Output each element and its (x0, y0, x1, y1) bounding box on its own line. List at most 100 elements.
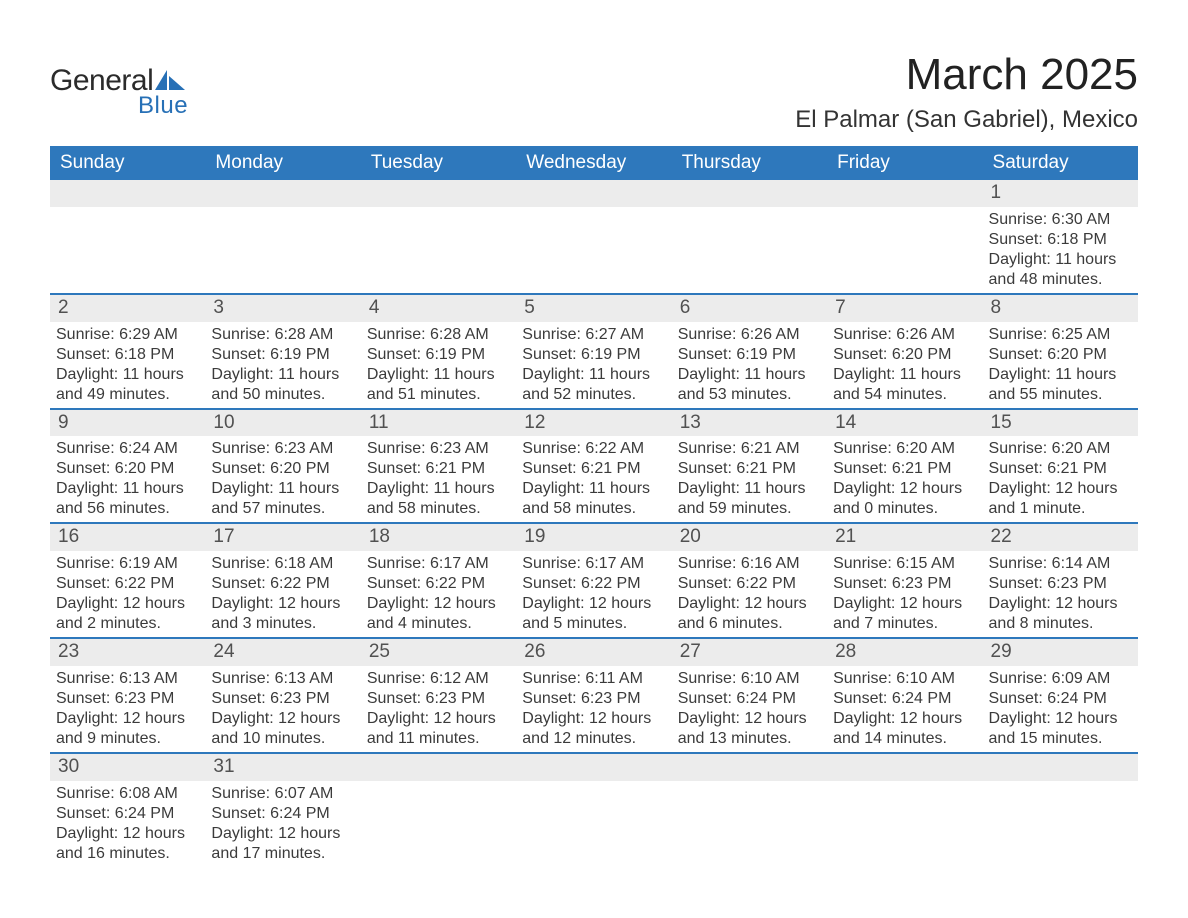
weekday-header: Wednesday (516, 146, 671, 180)
calendar-cell (516, 180, 671, 294)
sunset-text: Sunset: 6:23 PM (833, 574, 974, 594)
day-details: Sunrise: 6:25 AMSunset: 6:20 PMDaylight:… (983, 322, 1138, 408)
daylight-text: Daylight: 12 hours and 9 minutes. (56, 709, 197, 749)
daylight-text: Daylight: 11 hours and 51 minutes. (367, 365, 508, 405)
day-number (50, 180, 205, 207)
sunrise-text: Sunrise: 6:28 AM (211, 325, 352, 345)
page-root: General Blue March 2025 El Palmar (San G… (0, 0, 1188, 907)
sunrise-text: Sunrise: 6:27 AM (522, 325, 663, 345)
sunrise-text: Sunrise: 6:26 AM (678, 325, 819, 345)
sunrise-text: Sunrise: 6:24 AM (56, 439, 197, 459)
day-details: Sunrise: 6:26 AMSunset: 6:20 PMDaylight:… (827, 322, 982, 408)
day-details: Sunrise: 6:26 AMSunset: 6:19 PMDaylight:… (672, 322, 827, 408)
calendar-cell: 10Sunrise: 6:23 AMSunset: 6:20 PMDayligh… (205, 409, 360, 524)
day-number (361, 180, 516, 207)
calendar-cell (827, 753, 982, 867)
sunrise-text: Sunrise: 6:29 AM (56, 325, 197, 345)
calendar-cell: 24Sunrise: 6:13 AMSunset: 6:23 PMDayligh… (205, 638, 360, 753)
sunset-text: Sunset: 6:24 PM (833, 689, 974, 709)
calendar-cell: 16Sunrise: 6:19 AMSunset: 6:22 PMDayligh… (50, 523, 205, 638)
day-details: Sunrise: 6:10 AMSunset: 6:24 PMDaylight:… (827, 666, 982, 752)
calendar-cell: 19Sunrise: 6:17 AMSunset: 6:22 PMDayligh… (516, 523, 671, 638)
calendar-cell: 20Sunrise: 6:16 AMSunset: 6:22 PMDayligh… (672, 523, 827, 638)
sunrise-text: Sunrise: 6:30 AM (989, 210, 1130, 230)
sunrise-text: Sunrise: 6:23 AM (211, 439, 352, 459)
logo-text-blue: Blue (138, 92, 188, 120)
day-number: 27 (672, 639, 827, 666)
sunrise-text: Sunrise: 6:28 AM (367, 325, 508, 345)
calendar-cell: 12Sunrise: 6:22 AMSunset: 6:21 PMDayligh… (516, 409, 671, 524)
day-details: Sunrise: 6:15 AMSunset: 6:23 PMDaylight:… (827, 551, 982, 637)
daylight-text: Daylight: 12 hours and 14 minutes. (833, 709, 974, 749)
sunset-text: Sunset: 6:20 PM (833, 345, 974, 365)
day-details: Sunrise: 6:08 AMSunset: 6:24 PMDaylight:… (50, 781, 205, 867)
header: General Blue March 2025 El Palmar (San G… (50, 40, 1138, 134)
sunrise-text: Sunrise: 6:12 AM (367, 669, 508, 689)
day-details (205, 207, 360, 293)
sunset-text: Sunset: 6:19 PM (522, 345, 663, 365)
day-details: Sunrise: 6:13 AMSunset: 6:23 PMDaylight:… (50, 666, 205, 752)
sunset-text: Sunset: 6:20 PM (56, 459, 197, 479)
day-details (672, 207, 827, 293)
sunset-text: Sunset: 6:23 PM (522, 689, 663, 709)
sunset-text: Sunset: 6:22 PM (56, 574, 197, 594)
calendar-row: 30Sunrise: 6:08 AMSunset: 6:24 PMDayligh… (50, 753, 1138, 867)
weekday-header: Thursday (672, 146, 827, 180)
day-details (50, 207, 205, 293)
day-number: 29 (983, 639, 1138, 666)
sunset-text: Sunset: 6:24 PM (678, 689, 819, 709)
calendar-cell: 2Sunrise: 6:29 AMSunset: 6:18 PMDaylight… (50, 294, 205, 409)
day-number: 17 (205, 524, 360, 551)
sunset-text: Sunset: 6:23 PM (211, 689, 352, 709)
day-details: Sunrise: 6:23 AMSunset: 6:21 PMDaylight:… (361, 436, 516, 522)
day-details: Sunrise: 6:13 AMSunset: 6:23 PMDaylight:… (205, 666, 360, 752)
calendar-cell (361, 180, 516, 294)
calendar-cell (205, 180, 360, 294)
daylight-text: Daylight: 12 hours and 6 minutes. (678, 594, 819, 634)
day-details: Sunrise: 6:24 AMSunset: 6:20 PMDaylight:… (50, 436, 205, 522)
day-number (827, 180, 982, 207)
day-number: 10 (205, 410, 360, 437)
sunrise-text: Sunrise: 6:15 AM (833, 554, 974, 574)
sunrise-text: Sunrise: 6:17 AM (522, 554, 663, 574)
daylight-text: Daylight: 11 hours and 53 minutes. (678, 365, 819, 405)
day-number: 18 (361, 524, 516, 551)
day-number: 24 (205, 639, 360, 666)
day-details: Sunrise: 6:21 AMSunset: 6:21 PMDaylight:… (672, 436, 827, 522)
sunrise-text: Sunrise: 6:09 AM (989, 669, 1130, 689)
day-details (827, 207, 982, 293)
sunrise-text: Sunrise: 6:26 AM (833, 325, 974, 345)
sunset-text: Sunset: 6:23 PM (367, 689, 508, 709)
day-number: 14 (827, 410, 982, 437)
day-details: Sunrise: 6:14 AMSunset: 6:23 PMDaylight:… (983, 551, 1138, 637)
day-details (516, 781, 671, 787)
day-number (516, 180, 671, 207)
daylight-text: Daylight: 12 hours and 16 minutes. (56, 824, 197, 864)
sunset-text: Sunset: 6:21 PM (989, 459, 1130, 479)
day-details: Sunrise: 6:29 AMSunset: 6:18 PMDaylight:… (50, 322, 205, 408)
sunrise-text: Sunrise: 6:16 AM (678, 554, 819, 574)
day-number: 7 (827, 295, 982, 322)
calendar-cell (983, 753, 1138, 867)
sunrise-text: Sunrise: 6:25 AM (989, 325, 1130, 345)
day-number: 23 (50, 639, 205, 666)
sunrise-text: Sunrise: 6:08 AM (56, 784, 197, 804)
sunrise-text: Sunrise: 6:14 AM (989, 554, 1130, 574)
calendar-cell: 7Sunrise: 6:26 AMSunset: 6:20 PMDaylight… (827, 294, 982, 409)
calendar-cell: 27Sunrise: 6:10 AMSunset: 6:24 PMDayligh… (672, 638, 827, 753)
sunset-text: Sunset: 6:22 PM (678, 574, 819, 594)
calendar-cell: 30Sunrise: 6:08 AMSunset: 6:24 PMDayligh… (50, 753, 205, 867)
day-details: Sunrise: 6:19 AMSunset: 6:22 PMDaylight:… (50, 551, 205, 637)
sunset-text: Sunset: 6:18 PM (56, 345, 197, 365)
calendar-cell: 9Sunrise: 6:24 AMSunset: 6:20 PMDaylight… (50, 409, 205, 524)
day-number: 2 (50, 295, 205, 322)
weekday-header: Monday (205, 146, 360, 180)
sunset-text: Sunset: 6:23 PM (56, 689, 197, 709)
day-details (361, 781, 516, 787)
day-number: 21 (827, 524, 982, 551)
daylight-text: Daylight: 12 hours and 4 minutes. (367, 594, 508, 634)
day-details: Sunrise: 6:17 AMSunset: 6:22 PMDaylight:… (516, 551, 671, 637)
calendar-table: Sunday Monday Tuesday Wednesday Thursday… (50, 146, 1138, 867)
day-details: Sunrise: 6:07 AMSunset: 6:24 PMDaylight:… (205, 781, 360, 867)
calendar-cell: 21Sunrise: 6:15 AMSunset: 6:23 PMDayligh… (827, 523, 982, 638)
